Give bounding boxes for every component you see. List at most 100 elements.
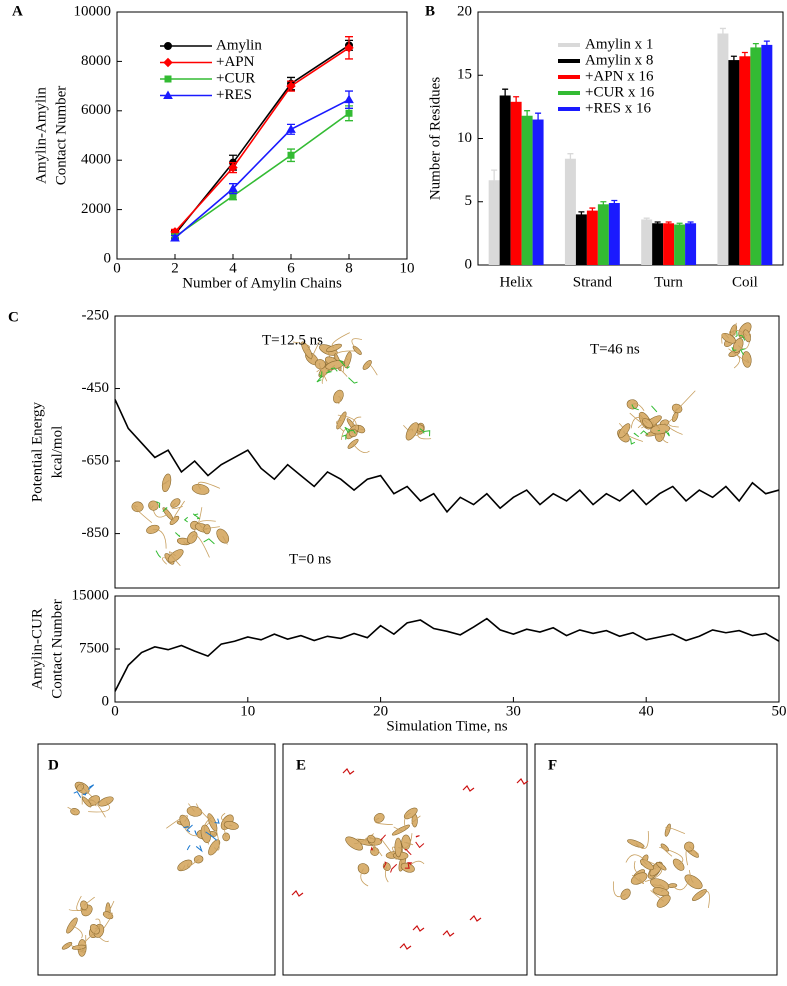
bar	[500, 95, 511, 265]
bar	[652, 223, 663, 265]
x-tick-label: 6	[287, 260, 295, 276]
x-tick-label: 4	[229, 260, 237, 276]
y-tick-label: 0	[465, 256, 473, 272]
molecule-render	[353, 444, 369, 453]
x-tick-label: Coil	[732, 274, 758, 290]
ligand-render	[470, 916, 481, 921]
molecule-render	[361, 359, 373, 371]
render-box	[535, 744, 777, 975]
y-axis-label: Number of Residues	[427, 77, 443, 200]
y-tick-label: 5	[465, 193, 473, 209]
x-tick-label: Turn	[654, 274, 683, 290]
bar	[761, 45, 772, 265]
legend-label: +CUR x 16	[585, 84, 655, 100]
marker	[287, 125, 295, 132]
bar	[522, 116, 533, 265]
bar	[739, 56, 750, 265]
ligand-render	[343, 769, 354, 774]
bar	[609, 203, 620, 265]
ligand-render	[413, 926, 424, 931]
legend-marker	[165, 76, 171, 82]
legend-label: +APN	[216, 54, 255, 70]
ligand-render	[317, 376, 322, 382]
y-axis-label: Contact Number	[53, 86, 69, 186]
x-tick-label: Strand	[573, 274, 613, 290]
ligand-render	[400, 944, 411, 949]
bar	[576, 214, 587, 265]
bar	[489, 180, 500, 265]
x-axis-label: Number of Amylin Chains	[182, 275, 342, 291]
panel-label: C	[8, 309, 19, 325]
ligand-render	[185, 517, 188, 522]
ligand-render	[194, 514, 198, 516]
ligand-render	[443, 931, 454, 936]
molecule-render	[382, 861, 392, 872]
y-tick-label: 7500	[79, 640, 109, 656]
y-axis-label: Amylin-Amylin	[33, 87, 49, 184]
y-tick-label: 15	[457, 67, 472, 83]
data-line	[175, 48, 349, 232]
x-tick-label: 40	[639, 703, 654, 719]
y-tick-label: -850	[82, 525, 110, 541]
y-tick-label: -250	[82, 307, 110, 323]
y-tick-label: 6000	[81, 102, 111, 118]
panel-label: D	[48, 757, 59, 773]
ligand-render	[416, 842, 424, 847]
ligand-render	[196, 845, 202, 850]
annotation: T=12.5 ns	[262, 332, 323, 348]
annotation: T=46 ns	[590, 341, 640, 357]
molecule-render	[674, 391, 695, 413]
molecule-render	[191, 483, 210, 496]
ligand-render	[391, 864, 397, 872]
x-tick-label: 0	[113, 260, 121, 276]
ligand-render	[292, 891, 303, 896]
x-tick-label: Helix	[499, 274, 533, 290]
bar	[685, 223, 696, 265]
y-tick-label: 10000	[74, 3, 112, 19]
y-axis-label: Contact Number	[49, 599, 65, 699]
ligand-render	[342, 435, 345, 440]
plot-frame	[117, 12, 407, 259]
data-line	[175, 113, 349, 237]
marker	[346, 110, 352, 116]
x-tick-label: 30	[506, 703, 521, 719]
bar	[717, 34, 728, 265]
x-tick-label: 0	[111, 703, 119, 719]
ligand-render	[156, 551, 161, 558]
panel-label: A	[12, 3, 23, 19]
molecule-render	[70, 807, 80, 816]
render-box	[38, 744, 275, 975]
x-tick-label: 10	[240, 703, 255, 719]
panel-label: E	[296, 757, 306, 773]
ligand-render	[348, 378, 357, 383]
ligand-render	[631, 438, 635, 444]
x-tick-label: 8	[345, 260, 353, 276]
ligand-render	[424, 431, 430, 436]
marker	[288, 152, 294, 158]
y-tick-label: 20	[457, 3, 472, 19]
y-tick-label: 2000	[81, 201, 111, 217]
annotation: T=0 ns	[289, 551, 331, 567]
y-tick-label: -450	[82, 380, 110, 396]
legend-label: +APN x 16	[585, 68, 654, 84]
ligand-render	[195, 830, 197, 835]
x-tick-label: 2	[171, 260, 179, 276]
bar	[511, 102, 522, 265]
ligand-render	[74, 792, 81, 798]
ligand-render	[175, 533, 180, 537]
y-tick-label: 10	[457, 130, 472, 146]
legend-label: Amylin	[216, 37, 262, 53]
panel-label: B	[425, 3, 435, 19]
ligand-render	[463, 786, 474, 791]
ligand-render	[652, 406, 657, 412]
legend-label: Amylin x 1	[585, 36, 653, 52]
ligand-render	[187, 845, 190, 850]
molecule-render	[97, 795, 115, 808]
legend-marker	[165, 43, 172, 50]
x-tick-label: 20	[373, 703, 388, 719]
bar	[641, 219, 652, 265]
bar	[674, 225, 685, 265]
plot-frame	[115, 316, 779, 588]
bar	[533, 120, 544, 265]
